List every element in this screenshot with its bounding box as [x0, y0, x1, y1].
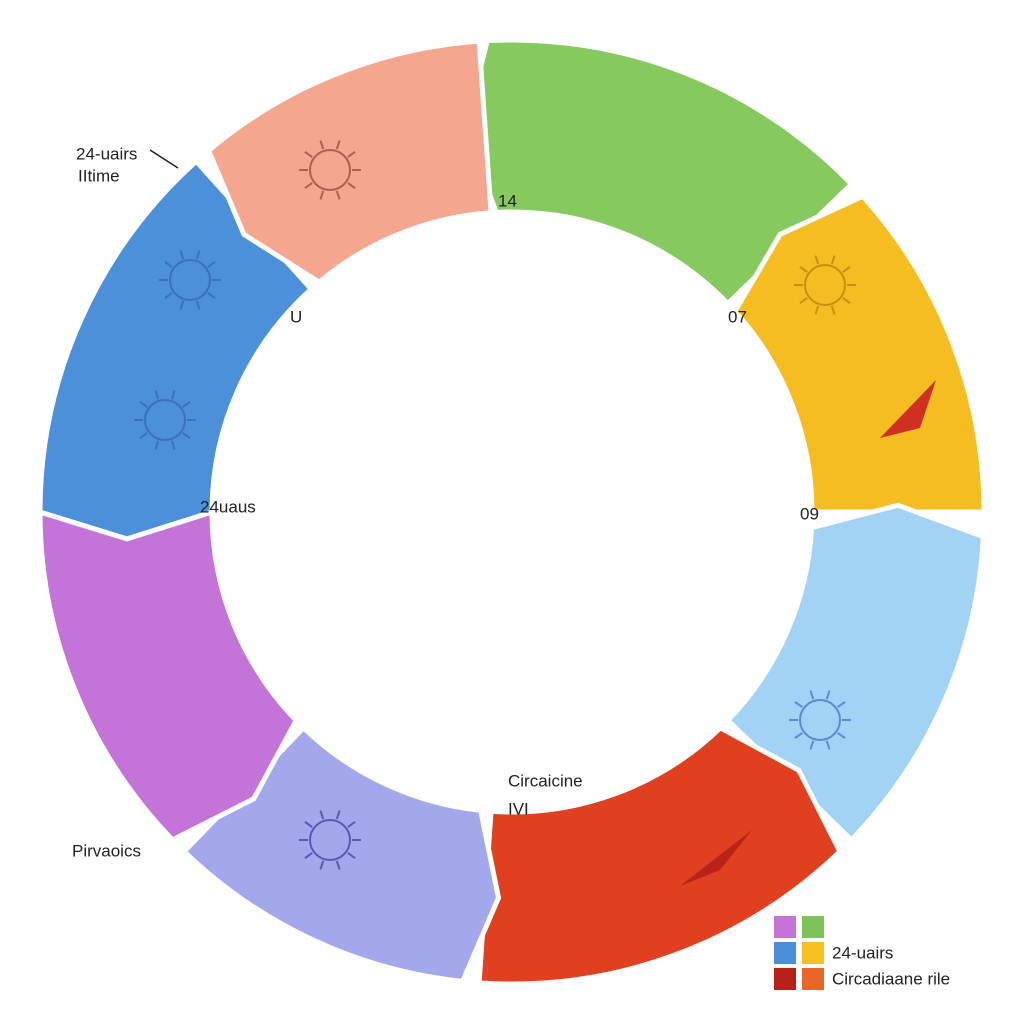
sun-ray — [319, 860, 325, 870]
annotation: U — [290, 307, 302, 326]
sun-ray — [139, 400, 148, 408]
sun-ray — [207, 292, 216, 300]
legend: 24-uairs Circadiaane rile — [774, 916, 950, 990]
sun-ray — [195, 300, 201, 310]
ring-segment — [37, 157, 315, 542]
legend-swatch — [802, 968, 824, 990]
sun-icon — [144, 399, 186, 441]
sun-ray — [164, 292, 173, 300]
sun-ray — [809, 690, 815, 700]
sun-ray — [347, 150, 356, 158]
sun-ray — [319, 810, 325, 820]
annotation: 14 — [498, 191, 517, 210]
sun-ray — [799, 297, 808, 305]
sun-ray — [794, 700, 803, 708]
ring — [37, 37, 987, 987]
sun-ray — [304, 852, 313, 860]
sun-ray — [347, 182, 356, 190]
sun-ray — [814, 255, 820, 265]
sun-ray — [164, 260, 173, 268]
sun-ray — [139, 432, 148, 440]
sun-ray — [170, 390, 176, 400]
ring-segment — [724, 502, 986, 844]
legend-swatch — [774, 968, 796, 990]
sun-ray — [814, 305, 820, 315]
sun-ray — [830, 305, 836, 315]
sun-ray — [319, 140, 325, 150]
icons — [134, 140, 936, 886]
annotation: Circaicine — [508, 771, 583, 790]
sun-ray — [842, 265, 851, 273]
sun-ray — [154, 440, 160, 450]
sun-icon — [804, 264, 846, 306]
annotation: 24-uairs — [76, 144, 137, 163]
legend-label: Circadiaane rile — [832, 969, 950, 988]
arrow-icon — [680, 830, 752, 886]
sun-ray — [335, 860, 341, 870]
legend-swatch — [774, 942, 796, 964]
legend-swatch — [802, 942, 824, 964]
sun-ray — [319, 190, 325, 200]
sun-ray — [794, 732, 803, 740]
sun-ray — [825, 690, 831, 700]
sun-ray — [179, 300, 185, 310]
sun-ray — [304, 820, 313, 828]
sun-ray — [837, 700, 846, 708]
sun-ray — [170, 440, 176, 450]
legend-label: 24-uairs — [832, 943, 893, 962]
sun-ray — [347, 852, 356, 860]
sun-icon — [799, 699, 841, 741]
ring-segment — [205, 38, 494, 286]
sun-ray — [842, 297, 851, 305]
ring-segment — [180, 724, 502, 985]
annotation: IVI — [508, 799, 529, 818]
ring-segment — [731, 193, 987, 515]
sun-ray — [825, 740, 831, 750]
sun-ray — [182, 400, 191, 408]
ring-segment — [476, 724, 843, 987]
sun-ray — [179, 250, 185, 260]
annotation: Pirvaoics — [72, 841, 141, 860]
sun-icon — [309, 819, 351, 861]
annotation: 09 — [800, 504, 819, 523]
sun-ray — [809, 740, 815, 750]
sun-ray — [837, 732, 846, 740]
sun-ray — [830, 255, 836, 265]
sun-ray — [799, 265, 808, 273]
annotation: 24uaus — [200, 497, 256, 516]
sun-ray — [304, 182, 313, 190]
sun-ray — [304, 150, 313, 158]
sun-ray — [154, 390, 160, 400]
sun-ray — [207, 260, 216, 268]
leader-line — [149, 149, 179, 169]
legend-swatch — [802, 916, 824, 938]
arrow-icon — [880, 380, 936, 438]
legend-swatch — [774, 916, 796, 938]
sun-ray — [347, 820, 356, 828]
sun-ray — [335, 190, 341, 200]
sun-ray — [182, 432, 191, 440]
sun-ray — [195, 250, 201, 260]
annotation: IItime — [78, 166, 120, 185]
sun-ray — [335, 140, 341, 150]
sun-ray — [335, 810, 341, 820]
annotation: 07 — [728, 307, 747, 326]
sun-icon — [169, 259, 211, 301]
sun-icon — [309, 149, 351, 191]
ring-segment — [462, 37, 856, 308]
